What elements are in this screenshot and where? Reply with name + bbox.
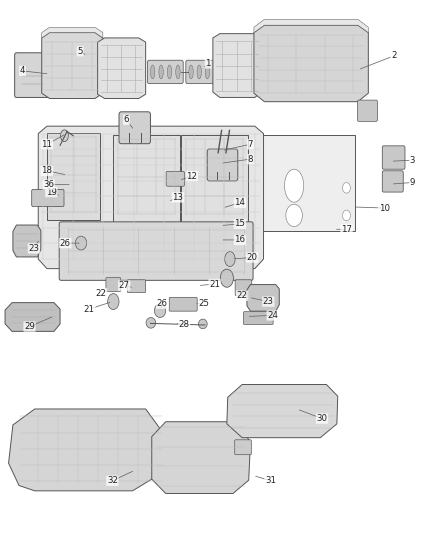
Polygon shape	[9, 409, 167, 491]
Text: 5: 5	[78, 47, 83, 55]
Text: 6: 6	[124, 115, 129, 124]
Ellipse shape	[176, 65, 180, 79]
Text: 29: 29	[24, 322, 35, 331]
Ellipse shape	[198, 319, 207, 329]
Text: 17: 17	[341, 225, 352, 234]
Ellipse shape	[159, 65, 163, 79]
FancyBboxPatch shape	[181, 135, 248, 222]
FancyBboxPatch shape	[357, 100, 378, 122]
FancyBboxPatch shape	[382, 171, 403, 192]
FancyBboxPatch shape	[14, 53, 50, 98]
Ellipse shape	[146, 318, 155, 328]
Ellipse shape	[189, 65, 193, 79]
Ellipse shape	[343, 182, 350, 193]
Text: 20: 20	[247, 253, 258, 262]
Text: 26: 26	[157, 299, 168, 308]
FancyBboxPatch shape	[59, 222, 253, 280]
Circle shape	[154, 304, 166, 318]
Text: 36: 36	[43, 180, 54, 189]
FancyBboxPatch shape	[119, 112, 150, 144]
FancyBboxPatch shape	[382, 146, 405, 169]
Text: 11: 11	[42, 140, 53, 149]
FancyBboxPatch shape	[127, 280, 146, 293]
Text: 8: 8	[247, 155, 253, 164]
FancyBboxPatch shape	[207, 149, 238, 181]
Ellipse shape	[213, 65, 218, 79]
Text: 21: 21	[209, 279, 220, 288]
Text: 23: 23	[263, 297, 274, 306]
Polygon shape	[247, 285, 279, 311]
Polygon shape	[254, 19, 368, 33]
Text: 22: 22	[95, 288, 106, 297]
Ellipse shape	[197, 65, 201, 79]
FancyBboxPatch shape	[260, 135, 355, 231]
Text: 22: 22	[237, 291, 247, 300]
Text: 14: 14	[234, 198, 245, 207]
FancyBboxPatch shape	[148, 60, 183, 84]
Ellipse shape	[167, 65, 172, 79]
Text: 12: 12	[187, 172, 198, 181]
Text: 31: 31	[265, 477, 276, 485]
Text: 32: 32	[107, 477, 118, 485]
Ellipse shape	[285, 169, 304, 202]
Text: 2: 2	[391, 52, 396, 60]
Text: 28: 28	[179, 320, 190, 329]
Ellipse shape	[225, 252, 235, 266]
Text: 27: 27	[119, 281, 130, 290]
Text: 15: 15	[234, 220, 245, 229]
Ellipse shape	[60, 130, 68, 142]
Polygon shape	[42, 27, 103, 38]
Text: 1: 1	[205, 59, 211, 68]
Text: 16: 16	[234, 236, 245, 245]
Text: 21: 21	[84, 304, 95, 313]
FancyBboxPatch shape	[169, 297, 197, 311]
Ellipse shape	[343, 210, 350, 221]
Text: 26: 26	[60, 239, 71, 248]
Text: 13: 13	[173, 193, 184, 202]
Polygon shape	[5, 303, 60, 332]
FancyBboxPatch shape	[47, 133, 100, 220]
Ellipse shape	[286, 204, 302, 227]
Text: 23: 23	[28, 244, 39, 253]
Polygon shape	[49, 55, 52, 93]
Text: 25: 25	[199, 299, 210, 308]
Text: 19: 19	[46, 188, 57, 197]
Ellipse shape	[150, 65, 155, 79]
FancyBboxPatch shape	[244, 312, 273, 325]
Ellipse shape	[205, 65, 209, 79]
Circle shape	[75, 236, 87, 250]
Polygon shape	[42, 33, 103, 99]
Polygon shape	[152, 422, 251, 494]
Text: 24: 24	[267, 311, 278, 320]
Text: 30: 30	[317, 414, 328, 423]
Text: 4: 4	[20, 67, 25, 75]
Text: 9: 9	[410, 178, 415, 187]
FancyBboxPatch shape	[166, 171, 184, 186]
Text: 3: 3	[410, 156, 415, 165]
Text: 7: 7	[247, 140, 253, 149]
Polygon shape	[254, 25, 368, 102]
Text: 18: 18	[42, 166, 53, 175]
Polygon shape	[13, 225, 41, 257]
FancyBboxPatch shape	[235, 440, 251, 455]
FancyBboxPatch shape	[235, 280, 252, 296]
Ellipse shape	[108, 294, 119, 310]
Polygon shape	[38, 126, 264, 269]
Text: 10: 10	[378, 204, 389, 213]
Polygon shape	[98, 38, 146, 99]
Polygon shape	[213, 34, 262, 98]
FancyBboxPatch shape	[106, 278, 121, 292]
Ellipse shape	[220, 269, 233, 287]
Polygon shape	[227, 384, 338, 438]
FancyBboxPatch shape	[186, 60, 221, 84]
FancyBboxPatch shape	[32, 189, 64, 206]
FancyBboxPatch shape	[113, 135, 180, 222]
